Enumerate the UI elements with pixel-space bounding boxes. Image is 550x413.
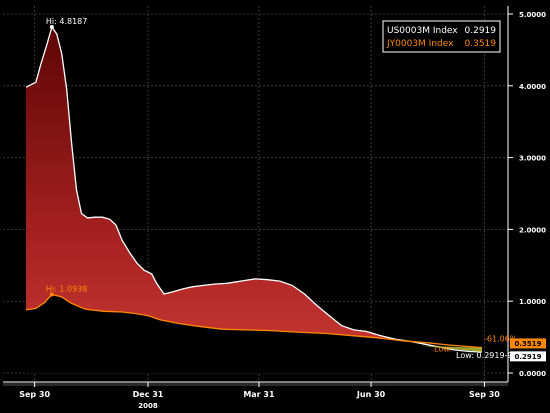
- us0003m-area: [26, 27, 482, 373]
- axis-layer: 0.0000 1.0000 2.0000 3.0000 4.0000 5.0000 Sep …: [3, 6, 546, 410]
- jy-low-annotation: Low:: [434, 345, 452, 354]
- x-tick-label-2: Mar 31: [243, 390, 275, 399]
- year-label: 2008: [138, 402, 158, 410]
- y-tick-label-3: 3.0000: [519, 155, 546, 163]
- jy-high-point: [49, 292, 54, 297]
- y-tick-label-2: 2.0000: [519, 226, 546, 234]
- legend-jy-name: JY0003M Index: [386, 39, 454, 49]
- y-tick-label-0: 0.0000: [519, 370, 546, 378]
- jy0003m-area: [26, 294, 482, 373]
- x-tick-label-3: Jun 30: [356, 390, 386, 399]
- jy-last-value-tag: [510, 338, 546, 349]
- series-layer: [25, 25, 483, 373]
- jy-change-annotation: -61.06%: [484, 335, 518, 344]
- us-last-value-text: 0.2919: [514, 353, 541, 361]
- x-tick-label-0: Sep 30: [19, 390, 50, 399]
- legend-us-value: 0.2919: [465, 26, 497, 36]
- us0003m-line: [25, 25, 483, 353]
- legend: US0003M Index 0.2919 JY0003M Index 0.351…: [382, 20, 501, 53]
- annotations: Hi: 4.8187 Hi: 1.0938 Low: -61.06% Low: …: [46, 17, 538, 360]
- us-high-annotation: Hi: 4.8187: [46, 17, 87, 26]
- x-tick-label-4: Sep 30: [469, 390, 500, 399]
- y-tick-label-5: 5.0000: [519, 11, 546, 19]
- y-tick-label-4: 4.0000: [519, 83, 546, 91]
- us-high-point: [49, 25, 54, 30]
- y-tick-label-1: 1.0000: [519, 298, 546, 306]
- us-last-value-tag: [510, 351, 546, 362]
- convergence-tint: [422, 345, 482, 353]
- us-low-annotation: Low: 0.2919-90.47%: [456, 351, 538, 360]
- legend-box: [382, 20, 501, 53]
- jy-high-annotation: Hi: 1.0938: [46, 284, 87, 293]
- jy0003m-line: [25, 293, 483, 349]
- legend-jy-value: 0.3519: [465, 39, 497, 49]
- jy-last-value-text: 0.3519: [514, 340, 541, 348]
- axis-shadow: [3, 383, 508, 386]
- x-tick-label-1: Dec 31: [133, 390, 164, 399]
- last-value-tags: 0.3519 0.2919: [510, 338, 546, 362]
- legend-us-name: US0003M Index: [387, 26, 458, 36]
